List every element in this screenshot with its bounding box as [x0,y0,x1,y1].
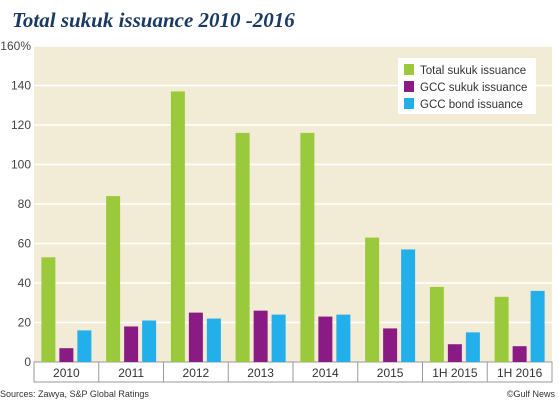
bar-gcc-bond-issuance-2010 [77,330,92,362]
bar-total-sukuk-issuance-2012 [170,91,185,363]
bar-total-sukuk-issuance-2013 [235,132,250,362]
y-tick-label: 20 [18,316,32,330]
bar-gcc-bond-issuance-1h-2015 [465,332,480,362]
x-tick-label: 2013 [247,366,274,380]
bar-total-sukuk-issuance-2010 [41,257,56,362]
bar-gcc-sukuk-issuance-2015 [383,328,398,362]
bar-gcc-sukuk-issuance-1h-2015 [447,344,462,362]
chart-title: Total sukuk issuance 2010 -2016 [12,8,295,32]
y-tick-label: 100 [11,158,31,172]
legend-label: GCC sukuk issuance [420,82,527,94]
bar-total-sukuk-issuance-2014 [300,132,315,362]
legend-label: Total sukuk issuance [420,65,526,77]
x-tick-label: 2011 [118,366,144,380]
legend-swatch [404,64,414,75]
x-tick-label: 1H 2015 [432,366,478,380]
y-tick-label: 160% [0,39,31,53]
x-axis-band [33,361,553,383]
y-tick-label: 40 [18,276,32,290]
bar-total-sukuk-issuance-2011 [106,196,121,362]
bar-gcc-sukuk-issuance-2011 [124,326,139,362]
bar-total-sukuk-issuance-1h-2015 [429,286,444,362]
x-axis-labels: 2010 2011 2012 2013 2014 2015 1H 2015 1H 2016 [53,366,543,380]
credit-note: ©Gulf News [506,389,555,399]
bar-gcc-bond-issuance-2012 [206,318,221,362]
y-tick-label: 80 [18,197,32,211]
bar-gcc-sukuk-issuance-2013 [253,310,268,362]
y-tick-label: 140 [11,79,31,93]
x-tick-label: 2015 [377,366,404,380]
bar-gcc-sukuk-issuance-2014 [318,316,333,362]
y-tick-label: 60 [18,237,32,251]
x-tick-label: 1H 2016 [497,366,543,380]
bar-total-sukuk-issuance-2015 [365,237,380,362]
legend-swatch [404,81,414,92]
bar-gcc-bond-issuance-2011 [142,320,157,362]
bar-gcc-bond-issuance-2014 [336,314,351,362]
legend-box [398,58,536,114]
bar-gcc-bond-issuance-1h-2016 [530,290,545,362]
x-tick-label: 2010 [53,366,80,380]
x-tick-label: 2012 [183,366,210,380]
y-tick-label: 120 [11,118,31,132]
legend-label: GCC bond issuance [420,99,523,111]
bar-gcc-bond-issuance-2013 [271,314,286,362]
sources-note: Sources: Zawya, S&P Global Ratings [0,389,149,399]
y-axis-labels: 0 20 40 60 80 100 120 140 160% [0,39,31,369]
legend-swatch [404,98,414,109]
bars [41,91,545,363]
x-tick-label: 2014 [312,366,339,380]
bar-gcc-sukuk-issuance-2010 [59,348,74,362]
legend: Total sukuk issuance GCC sukuk issuance GC… [398,58,536,114]
bar-gcc-bond-issuance-2015 [401,249,416,362]
y-tick-label: 0 [24,355,31,369]
bar-total-sukuk-issuance-1h-2016 [494,296,509,362]
bar-gcc-sukuk-issuance-2012 [188,312,203,362]
bar-gcc-sukuk-issuance-1h-2016 [512,346,527,362]
